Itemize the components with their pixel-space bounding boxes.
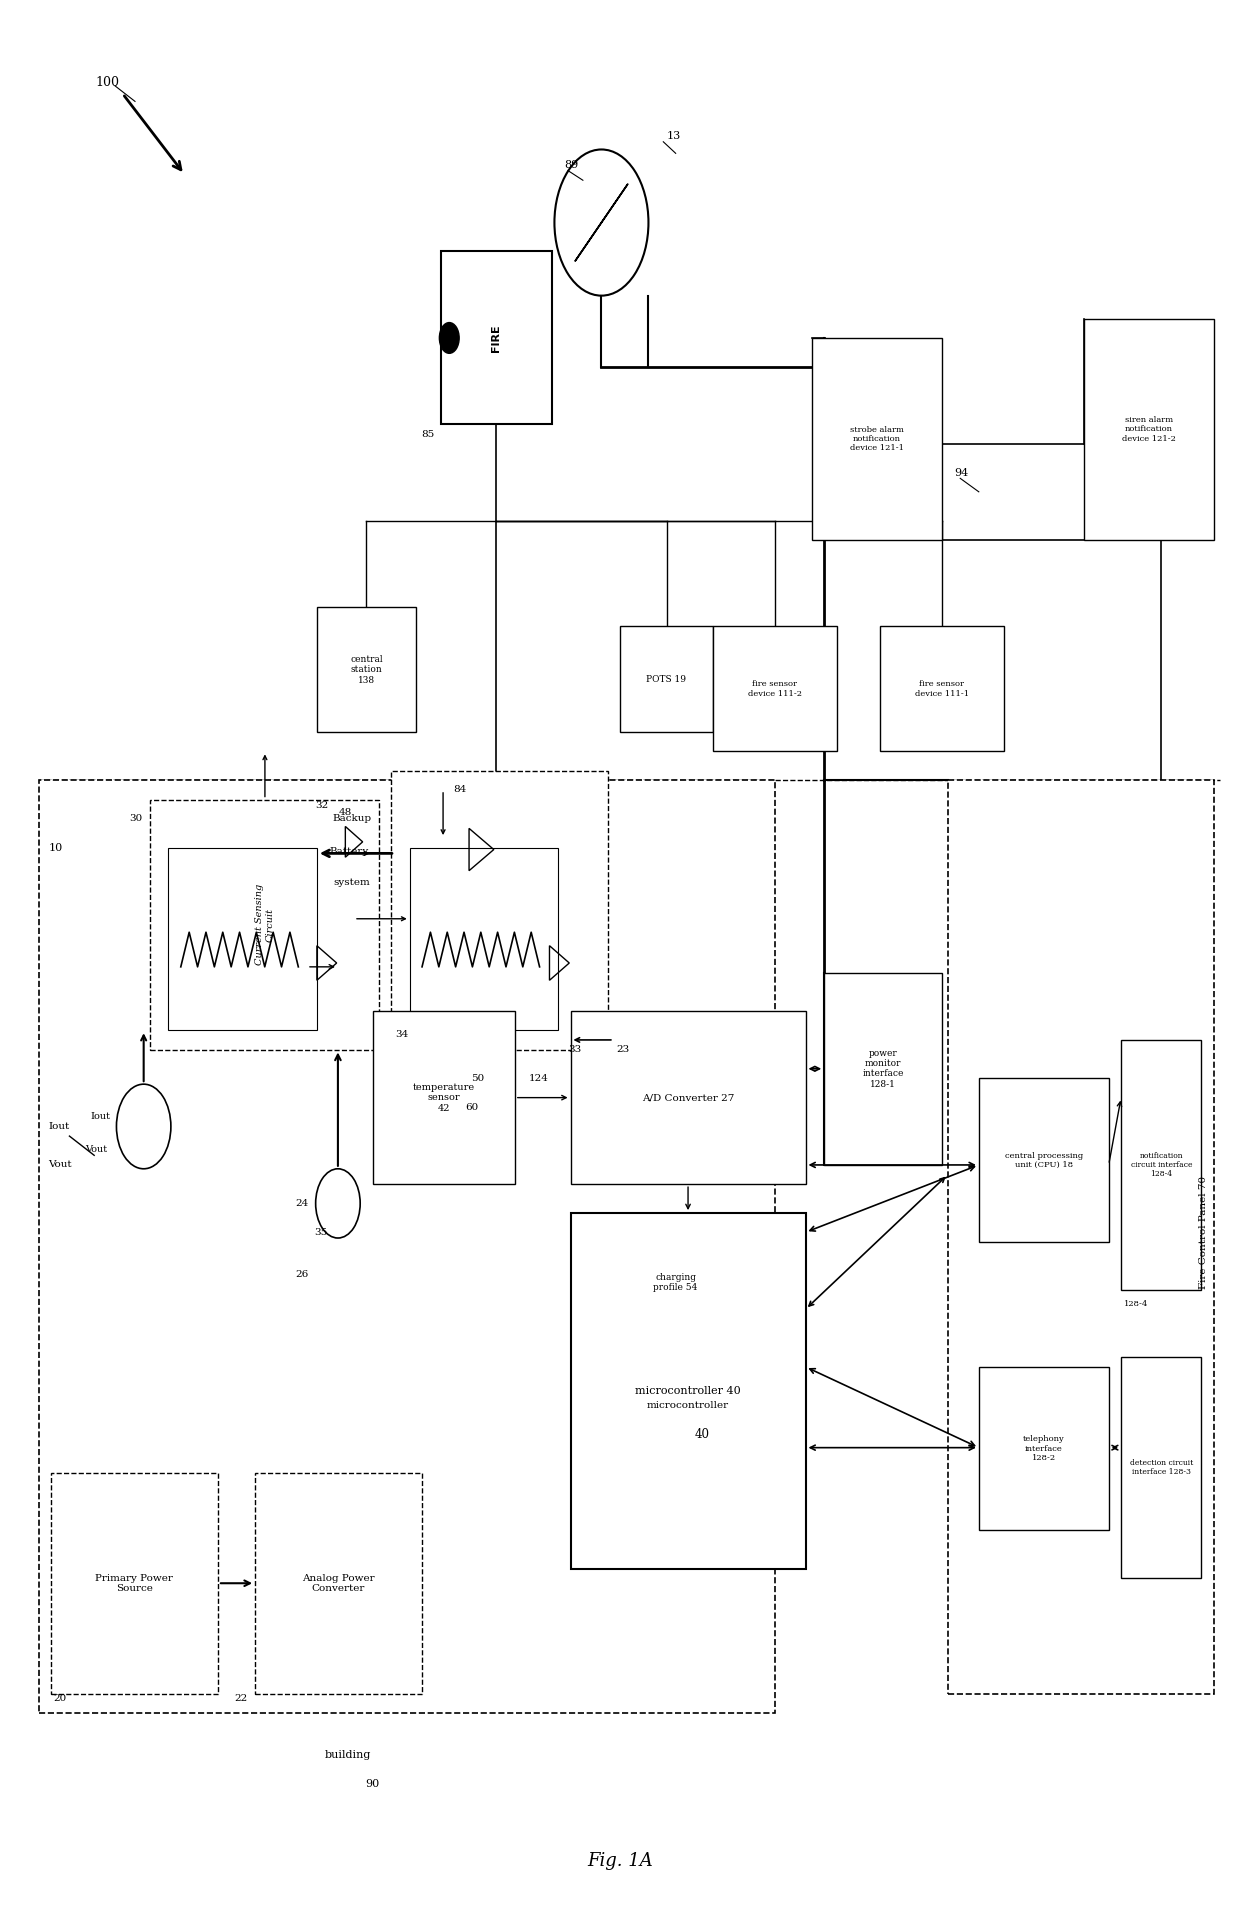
Bar <box>440 252 552 424</box>
Text: 100: 100 <box>95 75 119 89</box>
Text: strobe alarm
notification
device 121-1: strobe alarm notification device 121-1 <box>849 426 904 453</box>
Bar <box>947 780 1214 1693</box>
Text: detection circuit
interface 128-3: detection circuit interface 128-3 <box>1130 1460 1193 1477</box>
Bar <box>1121 1040 1202 1290</box>
Bar <box>620 626 713 732</box>
Text: 20: 20 <box>53 1693 67 1703</box>
Bar <box>169 847 317 1030</box>
Text: telephony
interface
128-2: telephony interface 128-2 <box>1023 1435 1065 1462</box>
Text: 40: 40 <box>694 1427 709 1441</box>
Text: Primary Power
Source: Primary Power Source <box>95 1574 174 1593</box>
Bar <box>713 626 837 751</box>
Bar <box>812 337 941 539</box>
Text: Fire Control Panel 70: Fire Control Panel 70 <box>1199 1175 1209 1288</box>
Text: 94: 94 <box>954 468 968 478</box>
Text: Battery: Battery <box>330 847 368 855</box>
Text: 128-4: 128-4 <box>1123 1300 1148 1308</box>
Text: charging
profile 54: charging profile 54 <box>653 1273 698 1292</box>
Text: fire sensor
device 111-1: fire sensor device 111-1 <box>915 680 968 697</box>
Text: 48: 48 <box>340 809 352 817</box>
Text: 124: 124 <box>528 1075 548 1082</box>
Text: microcontroller: microcontroller <box>647 1400 729 1410</box>
Text: 60: 60 <box>465 1104 479 1111</box>
Text: A/D Converter 27: A/D Converter 27 <box>642 1094 734 1102</box>
Text: 84: 84 <box>453 786 466 794</box>
Bar <box>880 626 1003 751</box>
Bar <box>317 607 415 732</box>
Text: Iout: Iout <box>48 1123 69 1131</box>
Text: system: system <box>334 878 370 886</box>
Text: 50: 50 <box>471 1075 485 1082</box>
Text: power
monitor
interface
128-1: power monitor interface 128-1 <box>862 1048 904 1088</box>
Bar <box>372 1011 515 1184</box>
Bar <box>409 847 558 1030</box>
Bar <box>825 973 941 1165</box>
Text: 33: 33 <box>568 1046 582 1054</box>
Circle shape <box>439 322 459 352</box>
Text: 30: 30 <box>129 815 143 822</box>
Text: Iout: Iout <box>91 1113 110 1121</box>
Text: 22: 22 <box>234 1693 247 1703</box>
Bar <box>1084 318 1214 539</box>
Text: microcontroller 40: microcontroller 40 <box>635 1387 742 1396</box>
Text: 90: 90 <box>366 1780 379 1789</box>
Bar <box>978 1079 1109 1242</box>
Bar <box>391 770 608 1050</box>
Bar <box>51 1473 218 1693</box>
Text: 13: 13 <box>667 131 681 141</box>
Text: 24: 24 <box>295 1198 309 1208</box>
Text: 23: 23 <box>616 1046 630 1054</box>
Text: Backup: Backup <box>334 815 372 822</box>
Bar <box>978 1367 1109 1531</box>
Text: fire sensor
device 111-2: fire sensor device 111-2 <box>748 680 801 697</box>
Text: building: building <box>325 1751 371 1760</box>
Text: 32: 32 <box>315 801 329 809</box>
Bar <box>570 1011 806 1184</box>
Bar <box>255 1473 422 1693</box>
Bar <box>38 780 775 1712</box>
Text: Vout: Vout <box>86 1146 108 1154</box>
Text: 85: 85 <box>422 429 434 439</box>
Text: central processing
unit (CPU) 18: central processing unit (CPU) 18 <box>1004 1152 1083 1169</box>
Text: Analog Power
Converter: Analog Power Converter <box>303 1574 374 1593</box>
Text: Vout: Vout <box>48 1161 72 1169</box>
Text: FIRE: FIRE <box>491 324 501 352</box>
Text: 34: 34 <box>394 1030 408 1040</box>
Text: siren alarm
notification
device 121-2: siren alarm notification device 121-2 <box>1122 416 1176 443</box>
Text: 10: 10 <box>48 842 63 853</box>
Text: notification
circuit interface
128-4: notification circuit interface 128-4 <box>1131 1152 1192 1179</box>
Text: Current Sensing
Circuit: Current Sensing Circuit <box>255 884 274 965</box>
Bar <box>620 1227 732 1339</box>
Bar <box>570 1213 806 1570</box>
Bar <box>150 799 378 1050</box>
Text: 89: 89 <box>564 160 579 169</box>
Text: 26: 26 <box>295 1269 309 1279</box>
Text: Fig. 1A: Fig. 1A <box>587 1853 653 1870</box>
Text: temperature
sensor
42: temperature sensor 42 <box>413 1082 475 1113</box>
Text: POTS 19: POTS 19 <box>646 674 687 684</box>
Bar <box>1121 1358 1202 1579</box>
Text: central
station
138: central station 138 <box>350 655 383 684</box>
Text: 35: 35 <box>315 1227 327 1236</box>
